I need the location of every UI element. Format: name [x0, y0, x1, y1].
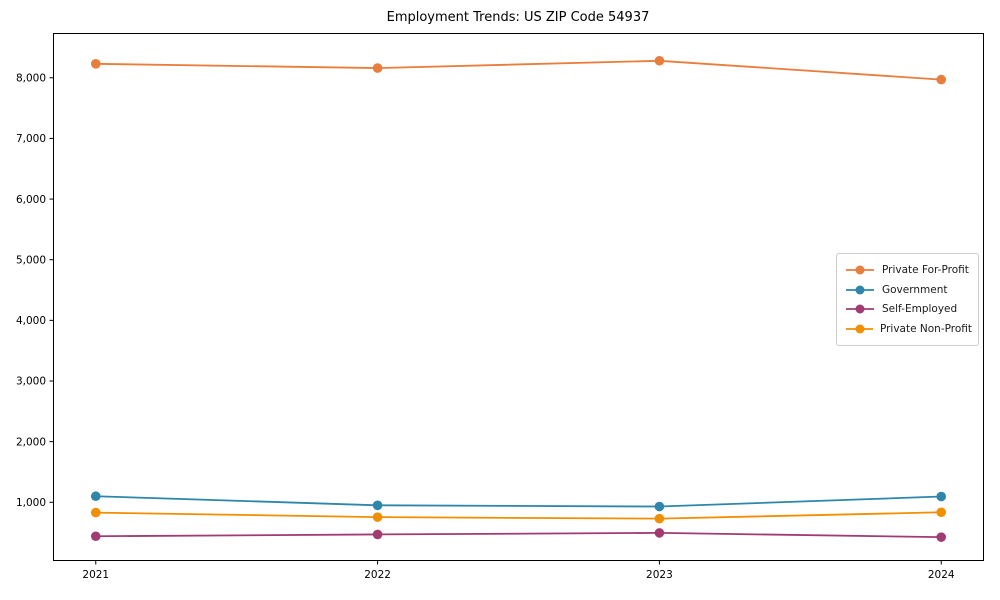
y-axis-tick-label: 8,000 — [16, 72, 46, 84]
series-line-private-for-profit — [95, 59, 942, 81]
data-point-government — [90, 491, 101, 502]
y-axis-tick-label: 7,000 — [16, 133, 46, 145]
y-axis-tick-label: 4,000 — [16, 315, 46, 327]
data-point-private-non-profit — [654, 513, 665, 524]
plot-border — [53, 33, 984, 561]
data-point-private-for-profit — [90, 59, 101, 69]
data-point-private-for-profit — [654, 55, 665, 66]
x-axis-tick-label: 2021 — [82, 569, 109, 581]
x-axis-tick-label: 2024 — [928, 569, 955, 581]
x-axis-tick-label: 2023 — [646, 569, 673, 581]
data-point-private-non-profit — [936, 507, 947, 518]
chart-title: Employment Trends: US ZIP Code 54937 — [386, 10, 650, 25]
data-point-private-for-profit — [936, 74, 947, 85]
legend-label: Private Non-Profit — [879, 323, 972, 336]
series-line-private-non-profit — [95, 511, 942, 520]
data-point-private-non-profit — [90, 507, 101, 518]
series-line-self-employed — [95, 532, 942, 539]
y-axis-tick-label: 3,000 — [16, 376, 46, 388]
legend-label: Self-Employed — [882, 303, 958, 316]
legend-item-self-employed: Self-Employed — [845, 303, 972, 315]
legend: Private For-Profit Government Self-Employe… — [836, 253, 979, 346]
data-point-private-for-profit — [372, 63, 383, 73]
legend-line-marker-swatch — [846, 285, 874, 295]
legend-line-marker-swatch — [846, 324, 873, 334]
legend-item-government: Government — [845, 284, 972, 296]
x-axis-tick-label: 2022 — [364, 569, 391, 581]
y-axis-tick-label: 5,000 — [16, 254, 46, 266]
data-point-government — [654, 501, 665, 512]
y-axis-tick-label: 6,000 — [16, 194, 46, 206]
data-point-government — [936, 491, 947, 502]
y-axis-tick-label: 1,000 — [16, 497, 46, 509]
data-point-self-employed — [372, 529, 383, 540]
data-point-private-non-profit — [372, 512, 383, 522]
legend-line-marker-swatch — [846, 304, 874, 314]
data-point-government — [372, 500, 383, 511]
y-axis-tick-label: 2,000 — [16, 436, 46, 448]
series-line-government — [95, 495, 942, 508]
data-point-self-employed — [90, 531, 101, 542]
legend-item-private-non-profit: Private Non-Profit — [845, 323, 972, 335]
legend-label: Government — [882, 283, 948, 296]
data-point-self-employed — [654, 528, 665, 538]
data-point-self-employed — [936, 532, 947, 542]
legend-label: Private For-Profit — [882, 263, 969, 276]
legend-item-private-for-profit: Private For-Profit — [845, 264, 972, 276]
legend-line-marker-swatch — [846, 265, 874, 275]
